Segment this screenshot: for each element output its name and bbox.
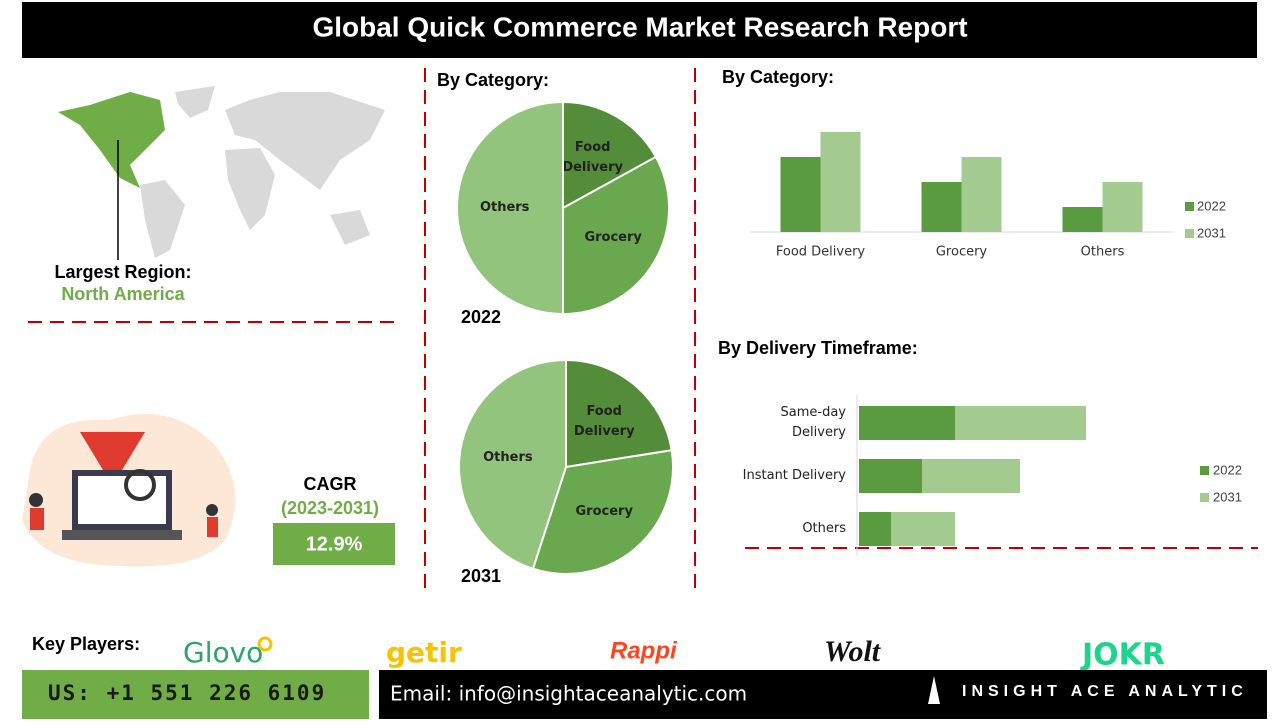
- bar: [780, 157, 821, 232]
- phone-box: [22, 670, 369, 719]
- key-players-label: Key Players:: [32, 634, 140, 654]
- bar: [1062, 207, 1103, 232]
- y-tick-label: Instant Delivery: [742, 468, 846, 483]
- title: Global Quick Commerce Market Research Re…: [312, 11, 967, 42]
- legend-swatch: [1185, 202, 1194, 211]
- legend-label: 2031: [1213, 489, 1242, 504]
- illustration: [22, 413, 236, 567]
- slice-label: Food Delivery: [562, 139, 624, 175]
- slice-label: Grocery: [584, 229, 642, 245]
- cagr-label: CAGR: [304, 474, 357, 494]
- bar-segment: [859, 512, 891, 546]
- phone: US: +1 551 226 6109: [48, 681, 326, 705]
- header-bar: [22, 2, 1257, 58]
- cagr-period: (2023-2031): [281, 498, 379, 518]
- y-tick-label: Others: [802, 521, 846, 536]
- chart-title: By Category:: [437, 70, 549, 90]
- region-value: North America: [61, 284, 185, 304]
- bar-segment: [891, 512, 955, 546]
- y-tick-label-box: Instant Delivery: [742, 468, 846, 483]
- bar: [820, 132, 861, 232]
- legend-label: 2022: [1197, 198, 1226, 213]
- pie-year: 2031: [461, 566, 501, 586]
- region-label: Largest Region:: [54, 262, 191, 282]
- brand-icon: [928, 676, 940, 704]
- pie-slice: [458, 358, 567, 571]
- cagr-box: [273, 523, 395, 565]
- email: Email: info@insightaceanalytic.com: [390, 682, 747, 706]
- legend-swatch: [1200, 466, 1209, 475]
- x-tick-label: Food Delivery: [776, 245, 866, 260]
- north-america: [58, 92, 165, 188]
- logo: Rappi: [610, 637, 678, 664]
- bar: [1102, 182, 1143, 232]
- x-tick-label: Others: [1081, 245, 1125, 260]
- legend-swatch: [1185, 229, 1194, 238]
- pie-year: 2022: [461, 307, 501, 327]
- slice-label-box: Grocery: [584, 229, 642, 245]
- bar-segment: [859, 406, 955, 440]
- pie-slice: [562, 155, 670, 316]
- y-tick-label-box: Others: [802, 521, 846, 536]
- legend-swatch: [1200, 493, 1209, 502]
- slice-label: Others: [483, 449, 533, 465]
- bar-segment: [859, 459, 922, 493]
- logo: Glovo: [183, 636, 263, 669]
- y-tick-label: Same-day Delivery: [780, 405, 846, 440]
- logo: Wolt: [824, 635, 882, 668]
- bar: [961, 157, 1002, 232]
- chart-title: By Category:: [722, 67, 834, 87]
- email-box: [379, 670, 1267, 719]
- bar-segment: [955, 406, 1086, 440]
- slice-label: Food Delivery: [573, 404, 635, 440]
- logo: JOKR: [1080, 638, 1165, 673]
- logo-pin: [257, 636, 273, 652]
- slice-label-box: Food Delivery: [562, 139, 624, 175]
- y-tick-label-box: Same-day Delivery: [780, 405, 846, 440]
- pie-slice: [531, 449, 674, 575]
- pie-slice: [565, 358, 673, 469]
- pie-slice: [562, 100, 658, 210]
- logo: getir: [386, 636, 462, 669]
- dividers: [28, 68, 1258, 590]
- slice-label-box: Others: [479, 200, 530, 215]
- cagr-value: 12.9%: [306, 533, 363, 555]
- bar-segment: [922, 459, 1020, 493]
- slice-label-box: Grocery: [575, 503, 633, 519]
- pie-slice: [456, 100, 564, 316]
- slice-label-box: Food Delivery: [573, 404, 635, 440]
- slice-label-box: Others: [483, 449, 533, 465]
- slice-label: Others: [479, 200, 530, 215]
- x-tick-label: Grocery: [936, 245, 988, 260]
- bar: [921, 182, 962, 232]
- slice-label: Grocery: [575, 503, 633, 519]
- legend-label: 2031: [1197, 225, 1226, 240]
- brand: INSIGHT ACE ANALYTIC: [962, 683, 1248, 700]
- chart-title: By Delivery Timeframe:: [718, 338, 918, 358]
- world-map: [140, 86, 385, 258]
- legend-label: 2022: [1213, 462, 1242, 477]
